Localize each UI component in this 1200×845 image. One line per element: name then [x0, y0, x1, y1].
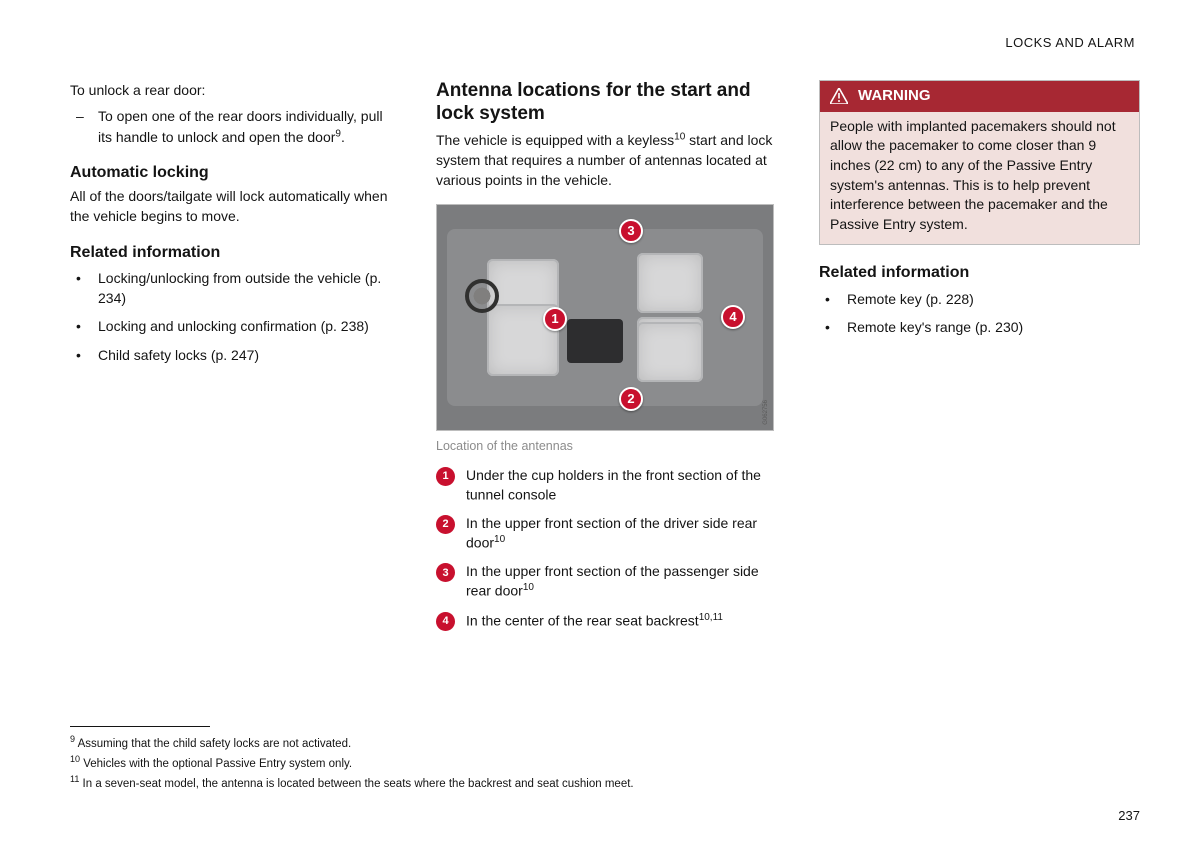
fn-num: 9: [70, 734, 75, 744]
num-circle-icon: 2: [436, 515, 455, 534]
warning-label: WARNING: [858, 85, 931, 107]
numlist-text: In the upper front section of the driver…: [466, 515, 757, 551]
fn-text: Assuming that the child safety locks are…: [78, 738, 352, 750]
period: .: [341, 129, 345, 145]
numlist-item: 2 In the upper front section of the driv…: [436, 514, 774, 552]
footnotes: 9 Assuming that the child safety locks a…: [70, 726, 1130, 793]
fn-num: 11: [70, 774, 79, 784]
page-number: 237: [1118, 808, 1140, 823]
numlist-item: 4 In the center of the rear seat backres…: [436, 611, 774, 631]
dash-text: To open one of the rear doors individual…: [98, 108, 383, 144]
related-list-1: Locking/unlocking from outside the vehic…: [70, 268, 391, 365]
heading-antenna: Antenna locations for the start and lock…: [436, 80, 774, 126]
heading-related-2: Related information: [819, 261, 1140, 284]
footnote: 10 Vehicles with the optional Passive En…: [70, 753, 1130, 772]
warning-header: WARNING: [820, 81, 1139, 112]
dash-item: To open one of the rear doors individual…: [70, 106, 391, 147]
numbered-list: 1 Under the cup holders in the front sec…: [436, 466, 774, 631]
image-code: G062756: [762, 400, 771, 425]
footnote: 11 In a seven-seat model, the antenna is…: [70, 773, 1130, 792]
fn-text: In a seven-seat model, the antenna is lo…: [83, 778, 634, 790]
column-center: Antenna locations for the start and lock…: [436, 80, 774, 640]
list-item: Child safety locks (p. 247): [70, 345, 391, 365]
footnote-rule: [70, 726, 210, 727]
intro-sup: 10: [674, 131, 685, 142]
columns: To unlock a rear door: To open one of th…: [70, 80, 1140, 640]
auto-text: All of the doors/tailgate will lock auto…: [70, 186, 391, 227]
column-right: WARNING People with implanted pacemakers…: [819, 80, 1140, 640]
intro-a: The vehicle is equipped with a keyless: [436, 132, 674, 148]
numlist-sup: 10,11: [699, 612, 723, 623]
car-interior: [447, 229, 763, 406]
section-header: LOCKS AND ALARM: [70, 35, 1140, 50]
antenna-figure: 1 2 3 4 G062756: [436, 204, 774, 431]
warning-triangle-icon: [830, 88, 848, 104]
list-item: Locking and unlocking confirmation (p. 2…: [70, 316, 391, 336]
heading-automatic-locking: Automatic locking: [70, 161, 391, 184]
numlist-sup: 10: [494, 534, 505, 545]
seat: [637, 322, 703, 382]
antenna-intro: The vehicle is equipped with a keyless10…: [436, 130, 774, 191]
warning-body: People with implanted pacemakers should …: [820, 112, 1139, 245]
unlock-intro: To unlock a rear door:: [70, 80, 391, 100]
footnote: 9 Assuming that the child safety locks a…: [70, 733, 1130, 752]
numlist-item: 1 Under the cup holders in the front sec…: [436, 466, 774, 504]
warning-box: WARNING People with implanted pacemakers…: [819, 80, 1140, 245]
numlist-text: Under the cup holders in the front secti…: [466, 467, 761, 503]
heading-related-1: Related information: [70, 241, 391, 264]
numlist-sup: 10: [523, 582, 534, 593]
num-circle-icon: 3: [436, 563, 455, 582]
numlist-text: In the upper front section of the passen…: [466, 563, 759, 599]
list-item: Locking/unlocking from outside the vehic…: [70, 268, 391, 309]
related-list-2: Remote key (p. 228) Remote key's range (…: [819, 289, 1140, 338]
console: [567, 319, 623, 363]
dash-list: To open one of the rear doors individual…: [70, 106, 391, 147]
list-item: Remote key (p. 228): [819, 289, 1140, 309]
list-item: Remote key's range (p. 230): [819, 317, 1140, 337]
page: LOCKS AND ALARM To unlock a rear door: T…: [0, 0, 1200, 845]
numlist-item: 3 In the upper front section of the pass…: [436, 562, 774, 600]
numlist-text: In the center of the rear seat backrest: [466, 613, 699, 629]
fn-num: 10: [70, 754, 80, 764]
num-circle-icon: 4: [436, 612, 455, 631]
fn-text: Vehicles with the optional Passive Entry…: [83, 758, 352, 770]
figure-marker-2: 2: [619, 387, 643, 411]
seat: [637, 253, 703, 313]
num-circle-icon: 1: [436, 467, 455, 486]
figure-caption: Location of the antennas: [436, 437, 774, 455]
column-left: To unlock a rear door: To open one of th…: [70, 80, 391, 640]
